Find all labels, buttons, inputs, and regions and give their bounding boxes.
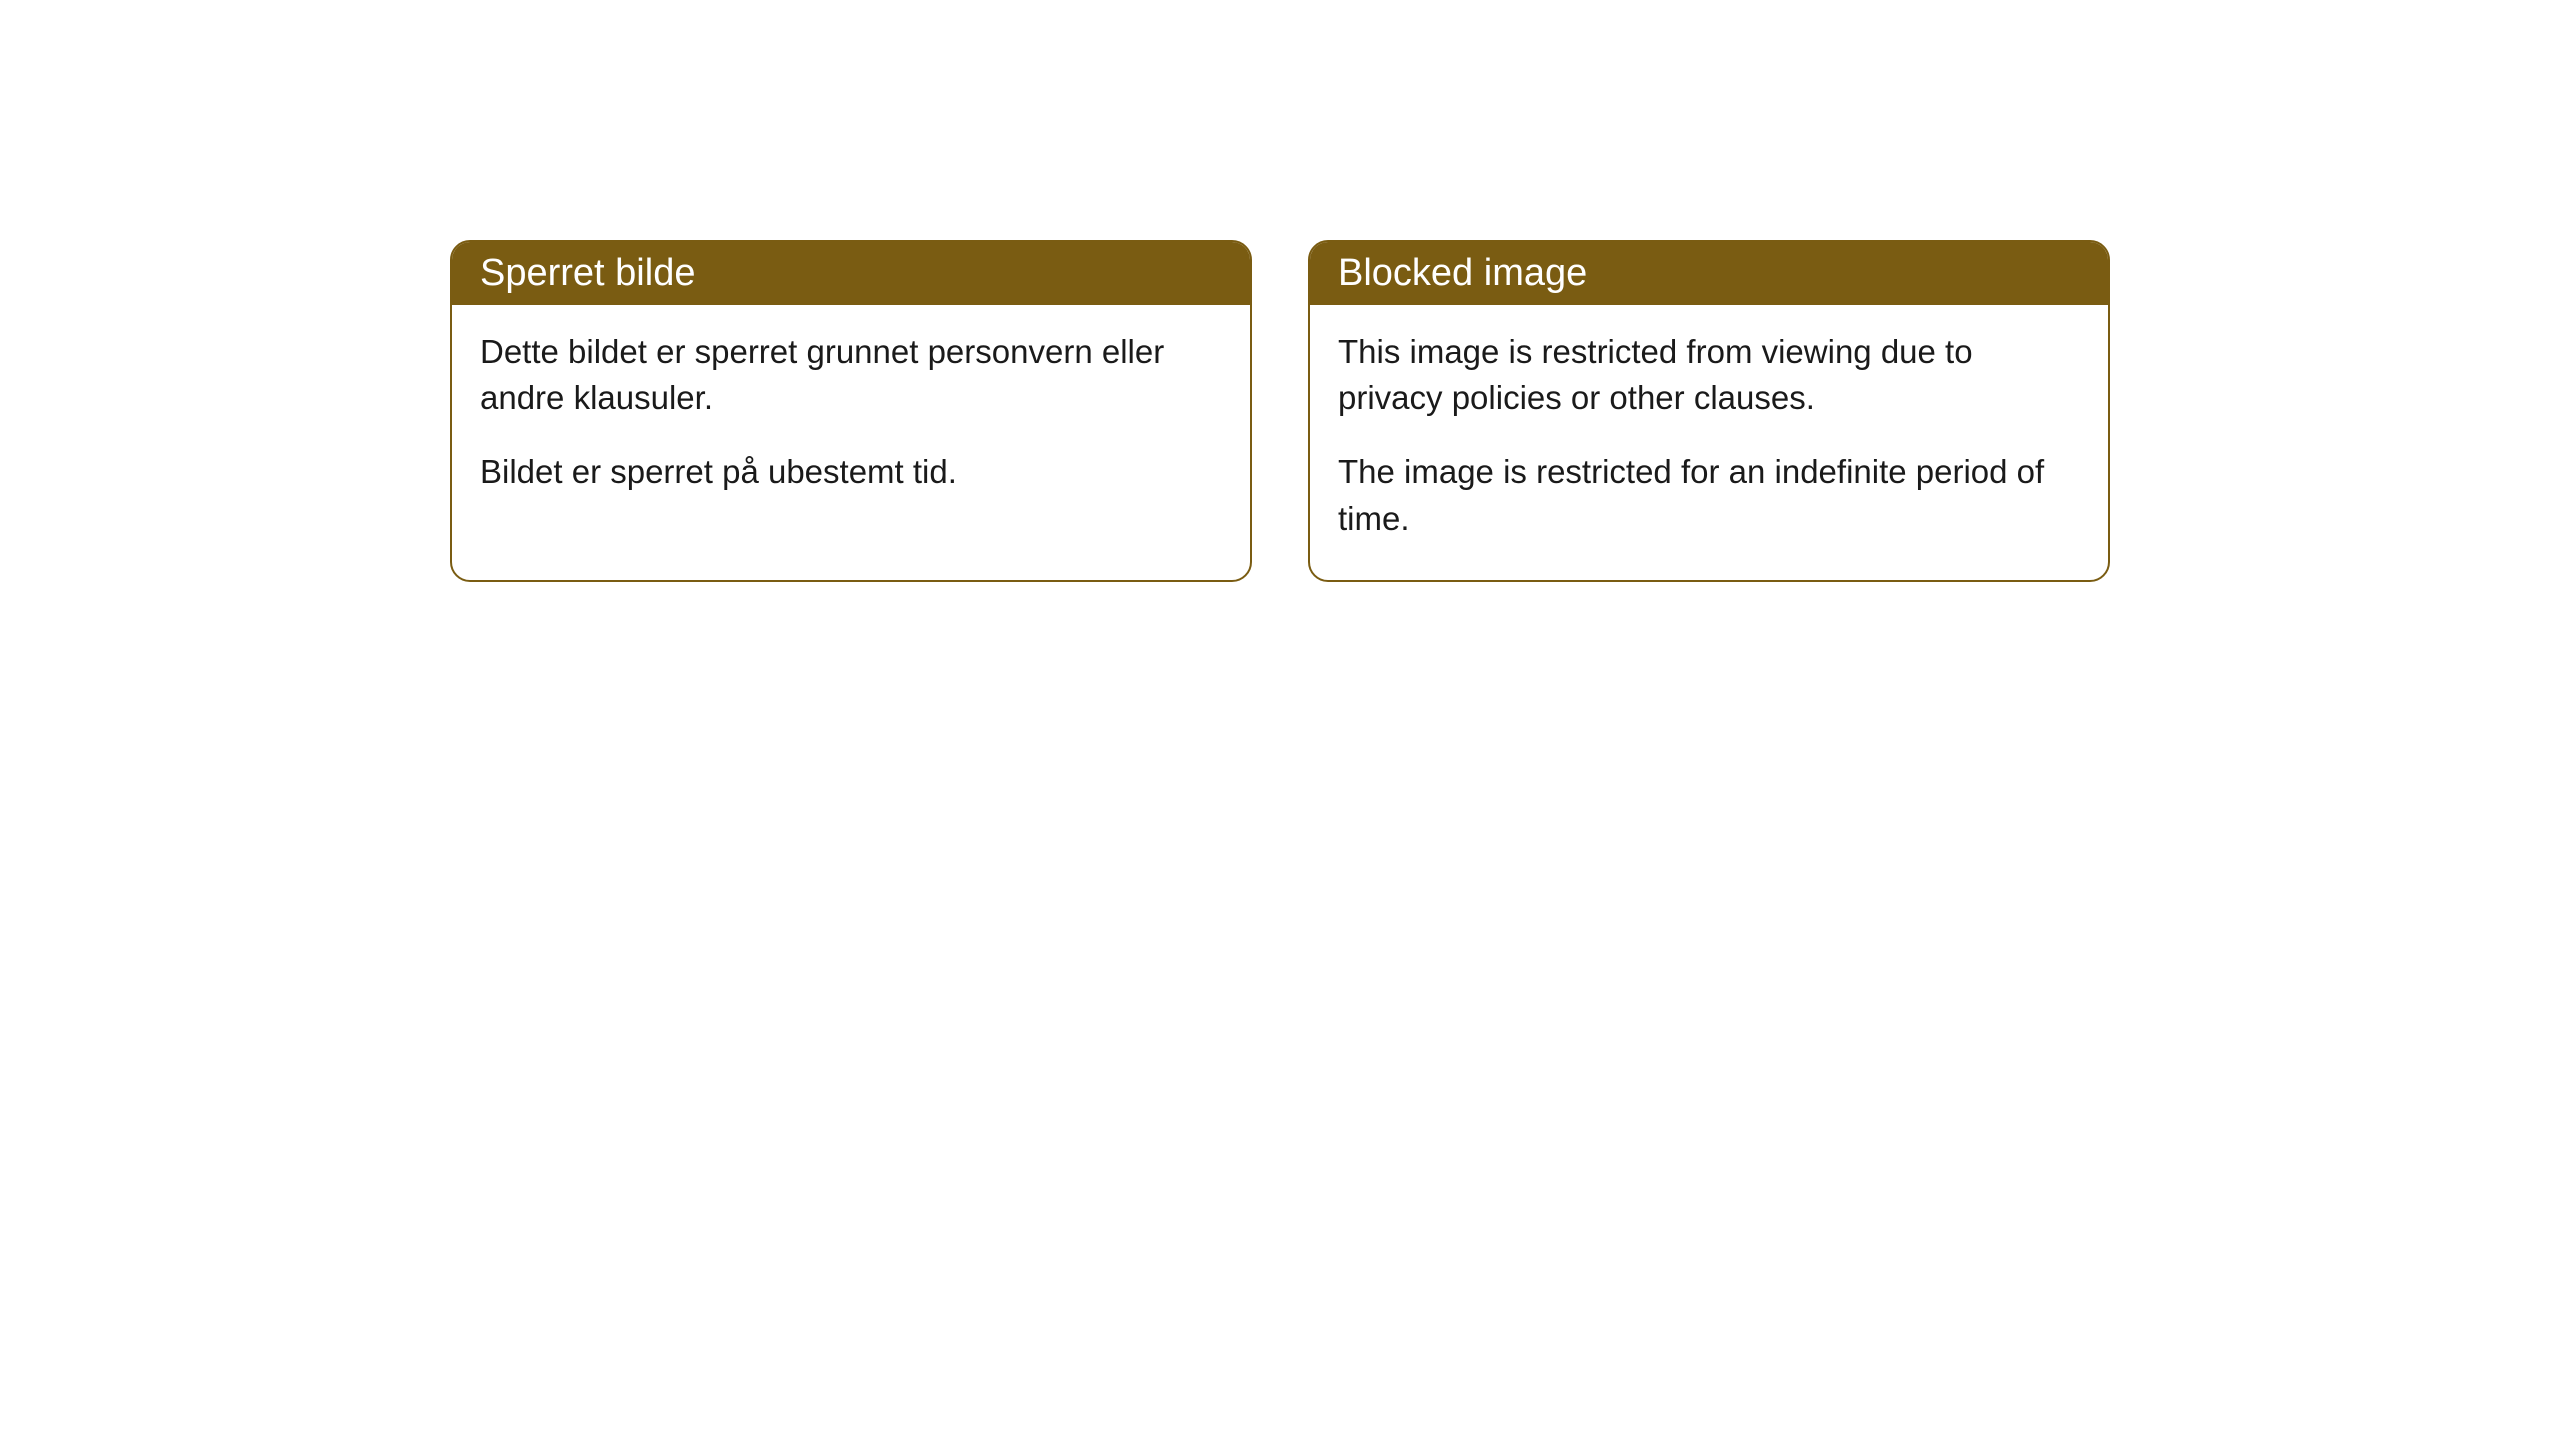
card-header-english: Blocked image bbox=[1310, 242, 2108, 305]
card-header-norwegian: Sperret bilde bbox=[452, 242, 1250, 305]
card-norwegian: Sperret bilde Dette bildet er sperret gr… bbox=[450, 240, 1252, 582]
card-paragraph-norwegian-2: Bildet er sperret på ubestemt tid. bbox=[480, 449, 1222, 495]
card-title-english: Blocked image bbox=[1338, 252, 1587, 294]
card-paragraph-norwegian-1: Dette bildet er sperret grunnet personve… bbox=[480, 329, 1222, 421]
card-body-english: This image is restricted from viewing du… bbox=[1310, 305, 2108, 580]
card-title-norwegian: Sperret bilde bbox=[480, 252, 695, 294]
card-english: Blocked image This image is restricted f… bbox=[1308, 240, 2110, 582]
cards-container: Sperret bilde Dette bildet er sperret gr… bbox=[450, 240, 2110, 582]
card-paragraph-english-1: This image is restricted from viewing du… bbox=[1338, 329, 2080, 421]
card-body-norwegian: Dette bildet er sperret grunnet personve… bbox=[452, 305, 1250, 534]
card-paragraph-english-2: The image is restricted for an indefinit… bbox=[1338, 449, 2080, 541]
